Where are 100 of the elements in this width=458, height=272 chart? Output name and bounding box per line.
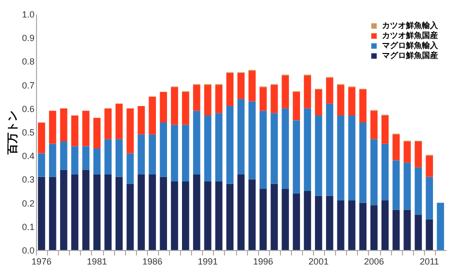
y-tick-label: 0.2: [22, 198, 34, 208]
bar: [404, 141, 411, 163]
bar: [60, 141, 68, 170]
bar: [160, 92, 168, 123]
bar: [282, 188, 289, 250]
bar: [204, 115, 212, 182]
bar: [38, 176, 46, 250]
bar: [304, 75, 312, 108]
bar: [359, 202, 366, 250]
bar: [116, 104, 123, 140]
y-tick-label: 0.1: [22, 222, 34, 232]
bar: [414, 214, 422, 250]
bar: [204, 182, 212, 250]
x-tick-label: 2001: [308, 256, 329, 266]
bar: [193, 84, 200, 111]
bar: [314, 90, 322, 116]
bar: [82, 146, 90, 170]
y-tick-label: 0.3: [22, 174, 34, 185]
bar: [93, 118, 101, 149]
bar: [248, 101, 256, 180]
bar: [381, 144, 389, 200]
bar: [404, 210, 411, 250]
bar: [226, 73, 234, 106]
bar: [414, 167, 422, 215]
bar: [370, 139, 378, 206]
bar: [71, 146, 78, 174]
bar: [270, 113, 278, 184]
bar: [160, 176, 168, 250]
legend-label: カツオ鮮魚輸入: [382, 21, 439, 30]
bar: [304, 108, 312, 191]
bar: [160, 122, 168, 177]
bar: [337, 84, 344, 116]
x-tick-label: 1976: [32, 256, 52, 266]
bar: [304, 191, 312, 250]
bar: [436, 202, 444, 250]
bar: [204, 84, 212, 116]
x-tick-label: 1981: [86, 256, 107, 266]
bar: [392, 134, 400, 160]
bar: [248, 70, 256, 102]
bar: [104, 139, 112, 174]
bar: [170, 87, 178, 125]
bar: [71, 174, 78, 250]
bar: [392, 210, 400, 250]
bar: [292, 193, 300, 250]
bar: [370, 110, 378, 140]
bar: [138, 174, 145, 250]
bar: [82, 110, 90, 146]
y-tick-label: 0.8: [22, 56, 34, 67]
bar: [138, 134, 145, 174]
bar: [38, 122, 46, 154]
bar: [282, 108, 289, 189]
bar: [260, 188, 267, 250]
bar: [82, 170, 90, 250]
bar: [237, 73, 245, 99]
bar: [215, 84, 222, 114]
bar: [148, 96, 156, 134]
y-tick-label: 0.9: [22, 33, 34, 44]
x-tick-label: 2011: [420, 256, 440, 266]
bar: [348, 200, 356, 250]
legend-label: カツオ鮮魚国産: [382, 30, 438, 40]
y-tick-label: 0.0: [22, 246, 34, 256]
bar: [104, 108, 112, 140]
bar: [170, 124, 178, 182]
bar: [104, 174, 112, 250]
bar: [126, 153, 134, 184]
bar: [426, 219, 433, 250]
bar: [414, 141, 422, 168]
bar: [215, 182, 222, 250]
y-tick-label: 0.5: [22, 128, 34, 138]
y-axis-title: 百万トン: [6, 110, 19, 156]
x-tick-label: 1991: [198, 256, 218, 266]
bar: [182, 182, 190, 250]
bar: [404, 162, 411, 210]
bar: [49, 144, 56, 177]
bar: [215, 113, 222, 182]
bar: [193, 174, 200, 250]
bar: [126, 108, 134, 154]
bar: [237, 174, 245, 250]
bar: [93, 148, 101, 174]
bar: [381, 115, 389, 144]
bar: [337, 115, 344, 200]
bar: [60, 170, 68, 250]
y-tick-label: 0.7: [22, 80, 34, 90]
bar: [93, 174, 101, 250]
bar: [71, 115, 78, 146]
bar: [60, 108, 68, 142]
bar: [314, 196, 322, 250]
bar: [348, 87, 356, 116]
bar: [226, 184, 234, 250]
bar: [426, 156, 433, 177]
bar: [138, 106, 145, 134]
bar: [270, 184, 278, 250]
bar: [49, 110, 56, 144]
bar: [337, 200, 344, 250]
bar: [237, 98, 245, 174]
bar: [260, 87, 267, 111]
bar: [270, 84, 278, 114]
bar: [359, 122, 366, 203]
bar: [260, 110, 267, 189]
bar: [282, 75, 289, 108]
